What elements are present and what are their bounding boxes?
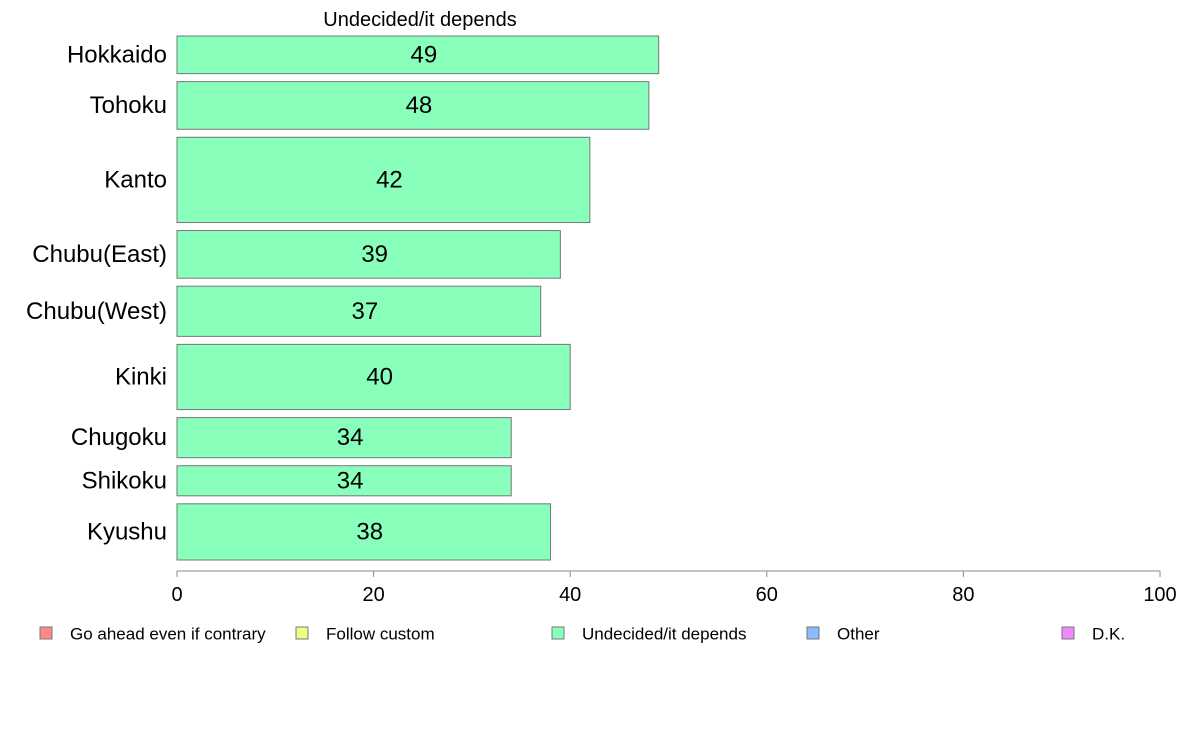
legend-swatch: [39, 626, 53, 640]
bar-value-label: 48: [406, 92, 433, 119]
bar-tohoku: [176, 81, 650, 130]
bar-value-label: 37: [352, 298, 379, 325]
legend-label: Other: [837, 625, 880, 644]
bar-value-label: 49: [410, 41, 437, 68]
bar-kyushu: [176, 503, 552, 561]
category-label: Kanto: [104, 166, 167, 193]
chart-title: Undecided/it depends: [323, 9, 516, 31]
legend-label: Follow custom: [326, 625, 435, 644]
legend-swatch: [295, 626, 309, 640]
x-tick-label: 100: [1143, 584, 1176, 606]
category-label: Chubu(East): [32, 241, 167, 268]
x-tick-label: 40: [559, 584, 581, 606]
legend-swatch: [1061, 626, 1075, 640]
bar-value-label: 38: [356, 518, 383, 545]
legend-swatch: [551, 626, 565, 640]
bar-value-label: 40: [366, 363, 393, 390]
category-label: Chugoku: [71, 424, 167, 451]
bar-kinki: [176, 343, 571, 411]
bars-group: Hokkaido 49 Tohoku 48 Kanto 42 Chubu(East) 39 Ch…: [26, 35, 660, 561]
category-label: Kyushu: [87, 518, 167, 545]
bar-kanto: [176, 136, 591, 224]
category-label: Shikoku: [82, 467, 167, 494]
category-label: Hokkaido: [67, 41, 167, 68]
bar-value-label: 34: [337, 467, 364, 494]
legend-label: D.K.: [1092, 625, 1125, 644]
bar-hokkaido: [176, 35, 660, 75]
bar-value-label: 34: [337, 424, 364, 451]
bar-chubu-east: [176, 230, 561, 279]
category-label: Kinki: [115, 363, 167, 390]
legend-label: Undecided/it depends: [582, 625, 746, 644]
bar-value-label: 42: [376, 166, 403, 193]
category-label: Chubu(West): [26, 298, 167, 325]
legend-swatch: [806, 626, 820, 640]
bar-shikoku: [176, 465, 512, 497]
legend: Go ahead even if contrary Follow custom Un…: [39, 625, 1125, 644]
category-label: Tohoku: [90, 92, 167, 119]
bar-chubu-west: [176, 285, 542, 337]
x-axis: 0 20 40 60 80 100: [171, 570, 1177, 606]
legend-label: Go ahead even if contrary: [70, 625, 266, 644]
x-tick-label: 20: [362, 584, 384, 606]
x-tick-label: 80: [952, 584, 974, 606]
bar-value-label: 39: [361, 241, 388, 268]
x-tick-label: 60: [756, 584, 778, 606]
x-tick-label: 0: [171, 584, 182, 606]
bar-chugoku: [176, 417, 512, 459]
